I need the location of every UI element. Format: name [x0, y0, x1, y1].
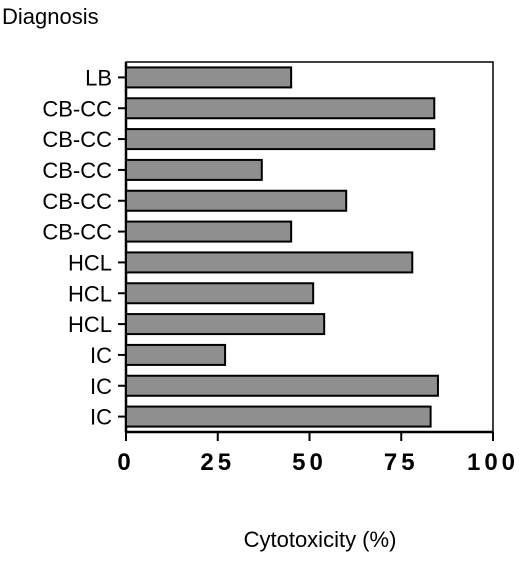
- bar-10: [125, 343, 227, 366]
- x-tick-label: 100: [467, 449, 519, 476]
- bars-group: [125, 66, 439, 428]
- y-tick-label: CB-CC: [42, 189, 112, 214]
- x-axis-title: Cytotoxicity (%): [244, 527, 397, 552]
- bar-11: [125, 374, 439, 397]
- bar-3: [125, 128, 436, 151]
- bar-2: [125, 97, 436, 120]
- bar-12: [125, 405, 432, 428]
- y-tick-label: LB: [85, 65, 112, 90]
- y-tick-label: HCL: [68, 281, 112, 306]
- bar-7: [125, 251, 414, 274]
- y-tick-label: CB-CC: [42, 96, 112, 121]
- y-tick-labels: LB CB-CC CB-CC CB-CC CB-CC CB-CC HCL HCL HCL IC IC…: [42, 65, 126, 430]
- y-tick-label: IC: [90, 374, 112, 399]
- bar-1: [125, 66, 293, 89]
- bar-5: [125, 189, 348, 212]
- x-tick-label: 25: [200, 449, 235, 476]
- y-tick-label: IC: [90, 343, 112, 368]
- x-tick-label: 0: [117, 449, 134, 476]
- y-tick-label: HCL: [68, 250, 112, 275]
- y-axis-title: Diagnosis: [2, 4, 99, 29]
- bar-4: [125, 158, 263, 181]
- y-tick-label: CB-CC: [42, 220, 112, 245]
- x-ticks: 0 25 50 75 100: [117, 432, 519, 476]
- y-tick-label: IC: [90, 405, 112, 430]
- x-tick-label: 50: [292, 449, 327, 476]
- bar-6: [125, 220, 293, 243]
- bar-9: [125, 313, 326, 336]
- x-tick-label: 75: [384, 449, 419, 476]
- y-tick-label: CB-CC: [42, 127, 112, 152]
- bar-8: [125, 282, 315, 305]
- y-tick-label: HCL: [68, 312, 112, 337]
- y-tick-label: CB-CC: [42, 158, 112, 183]
